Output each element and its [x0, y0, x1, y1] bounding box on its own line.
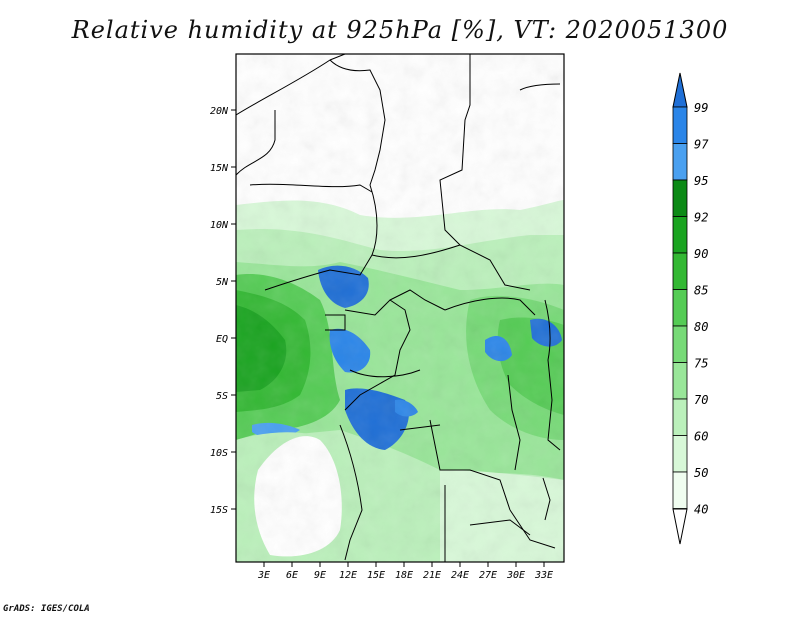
colorbar-top-arrow [672, 72, 688, 108]
lat-label: 5N [216, 277, 229, 288]
colorbar-label: 90 [694, 247, 708, 261]
lon-label: 27E [479, 570, 497, 581]
lon-label: 33E [534, 570, 553, 581]
lon-label: 18E [395, 570, 413, 581]
lat-label: EQ [216, 334, 228, 345]
colorbar-cell [672, 179, 688, 217]
colorbar-cell [672, 143, 688, 181]
lat-label: 5S [216, 391, 228, 402]
lon-label: 21E [423, 570, 441, 581]
lat-label: 10S [210, 448, 228, 459]
country-borders [236, 54, 561, 562]
lon-label: 30E [506, 570, 525, 581]
colorbar-label: 92 [694, 211, 708, 225]
colorbar-label: 99 [694, 101, 708, 115]
colorbar-bottom-arrow [672, 508, 688, 545]
colorbar-cell [672, 252, 688, 290]
lon-label: 9E [314, 570, 326, 581]
colorbar: 99 97 95 92 90 85 80 75 70 60 50 40 [672, 72, 709, 545]
colorbar-cell [672, 325, 688, 363]
lat-label: 10N [210, 220, 229, 231]
lon-label: 6E [286, 570, 298, 581]
colorbar-label: 70 [694, 393, 708, 407]
lon-label: 3E [257, 570, 270, 581]
colorbar-cell [672, 398, 688, 436]
colorbar-label: 80 [694, 320, 708, 334]
colorbar-label: 75 [694, 357, 708, 371]
colorbar-cell [672, 362, 688, 400]
colorbar-cell [672, 289, 688, 327]
lat-label: 20N [210, 106, 229, 117]
lon-label: 24E [451, 570, 469, 581]
colorbar-label: 50 [694, 466, 708, 480]
colorbar-cell [672, 435, 688, 473]
colorbar-label: 97 [694, 138, 709, 152]
humidity-field [236, 54, 564, 562]
colorbar-label: 85 [694, 284, 708, 298]
lat-label: 15S [210, 505, 228, 516]
map-frame [235, 53, 565, 563]
colorbar-label: 40 [694, 503, 708, 517]
colorbar-label: 60 [694, 430, 708, 444]
lon-label: 12E [339, 570, 357, 581]
lon-label: 15E [367, 570, 385, 581]
lat-axis: 20N 15N 10N 5N EQ 5S 10S 15S [210, 106, 236, 516]
map-title: Relative humidity at 925hPa [%], VT: 202… [71, 16, 729, 44]
lon-axis: 3E 6E 9E 12E 15E 18E 21E 24E 27E 30E 33E [257, 562, 553, 581]
grads-credit: GrADS: IGES/COLA [3, 604, 90, 614]
colorbar-label: 95 [694, 174, 708, 188]
colorbar-cell [672, 471, 688, 509]
colorbar-cell [672, 216, 688, 254]
colorbar-cell [672, 106, 688, 144]
lat-label: 15N [210, 163, 229, 174]
